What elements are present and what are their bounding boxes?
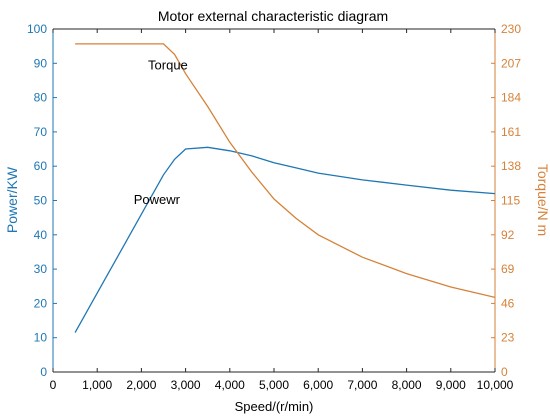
right-tick-label: 138 (501, 159, 521, 173)
left-tick-label: 100 (27, 22, 47, 36)
series-layer (74, 43, 496, 333)
x-tick-label: 4,000 (215, 378, 245, 392)
series-annotation-label: Powewr (134, 192, 181, 207)
annotation-layer: Torque Powewr (134, 57, 188, 207)
x-tick-label: 7,000 (347, 378, 377, 392)
left-tick-label: 40 (34, 228, 48, 242)
left-tick-label: 90 (34, 56, 48, 70)
left-tick-label: 20 (34, 296, 48, 310)
x-tick-label: 1,000 (82, 378, 112, 392)
plot-area-frame (53, 29, 495, 372)
left-tick-label: 30 (34, 262, 48, 276)
right-tick-label: 207 (501, 56, 521, 70)
x-tick-label: 8,000 (392, 378, 422, 392)
right-tick-label: 23 (501, 331, 515, 345)
y-axis-right-label: Torque/N m (535, 164, 550, 236)
right-tick-label: 161 (501, 125, 521, 139)
right-tick-label: 230 (501, 22, 521, 36)
right-y-axis: 0 23 46 69 92 115 138 161 184 207 230 (491, 22, 521, 379)
left-tick-label: 0 (40, 365, 47, 379)
chart-title: Motor external characteristic diagram (158, 8, 388, 24)
left-tick-label: 50 (34, 194, 48, 208)
right-tick-label: 0 (501, 365, 508, 379)
y-axis-left-label: Power/KW (4, 166, 20, 233)
x-tick-label: 2,000 (126, 378, 156, 392)
left-tick-label: 80 (34, 91, 48, 105)
x-tick-label: 5,000 (259, 378, 289, 392)
x-tick-label: 3,000 (171, 378, 201, 392)
left-y-axis: 0 10 20 30 40 50 60 70 80 90 100 (27, 22, 57, 379)
right-tick-label: 46 (501, 296, 515, 310)
right-tick-label: 69 (501, 262, 515, 276)
x-tick-label: 10,000 (477, 378, 514, 392)
x-tick-label: 6,000 (303, 378, 333, 392)
x-tick-label: 9,000 (436, 378, 466, 392)
left-tick-label: 10 (34, 331, 48, 345)
right-tick-label: 115 (501, 194, 520, 208)
x-axis: 0 1,000 2,000 3,000 4,000 5,000 6,000 7,000 8,00… (50, 28, 514, 392)
x-tick-label: 0 (50, 378, 57, 392)
series-annotation-label: Torque (148, 57, 188, 72)
x-axis-label: Speed/(r/min) (235, 399, 314, 414)
right-tick-label: 184 (501, 91, 521, 105)
right-tick-label: 92 (501, 228, 515, 242)
left-tick-label: 70 (34, 125, 48, 139)
left-tick-label: 60 (34, 159, 48, 173)
power-series-line (74, 146, 496, 333)
torque-series-line (75, 43, 496, 299)
